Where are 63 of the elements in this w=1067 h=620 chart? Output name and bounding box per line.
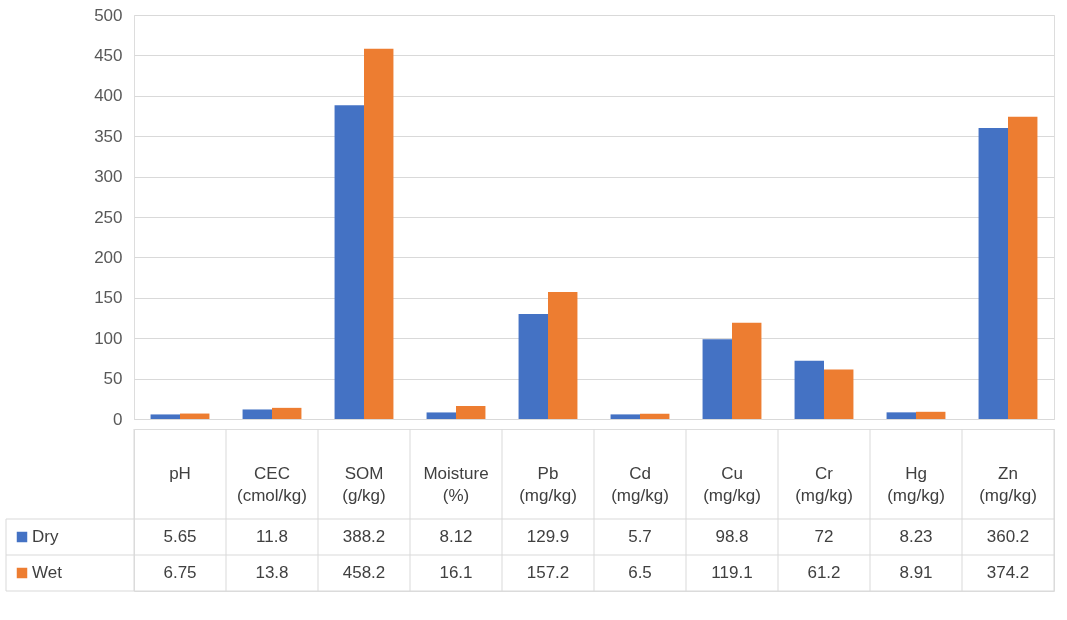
y-tick-label: 250 [94, 207, 123, 227]
y-tick-label: 450 [94, 45, 123, 65]
bar [732, 322, 762, 419]
bar [180, 413, 210, 419]
data-label: 8.12 [439, 527, 473, 546]
bar [1008, 116, 1038, 419]
data-label: 16.1 [439, 563, 473, 582]
bar [242, 409, 272, 419]
y-tick-label: 350 [94, 126, 123, 146]
y-tick-label: 500 [94, 5, 123, 25]
x-tick-label: Pb (mg/kg) [519, 464, 577, 505]
data-label: 360.2 [986, 527, 1030, 546]
data-label: 5.7 [628, 527, 652, 546]
bar [824, 369, 854, 419]
data-label: 6.5 [628, 563, 652, 582]
legend-label: Dry [32, 527, 59, 546]
bar [334, 105, 364, 419]
y-tick-label: 200 [94, 247, 123, 267]
bar [364, 48, 394, 419]
bar [886, 412, 916, 419]
data-label: 157.2 [526, 563, 570, 582]
bar [548, 291, 578, 419]
legend-label: Wet [32, 563, 63, 582]
data-label: 5.65 [163, 527, 197, 546]
data-label: 8.91 [899, 563, 933, 582]
data-label: 388.2 [342, 527, 386, 546]
bar [610, 414, 640, 419]
x-tick-label: pH [169, 464, 191, 483]
data-label: 8.23 [899, 527, 933, 546]
x-tick-label: Moisture (%) [423, 464, 489, 505]
data-label: 129.9 [526, 527, 570, 546]
data-label: 119.1 [711, 563, 753, 582]
bar [640, 413, 670, 419]
y-tick-label: 300 [94, 167, 123, 187]
x-tick-label: Zn (mg/kg) [979, 464, 1037, 505]
x-tick-label: Hg (mg/kg) [887, 464, 945, 505]
x-tick-label: Cr (mg/kg) [795, 464, 853, 505]
bar [916, 411, 946, 419]
x-tick-label: SOM (g/kg) [342, 464, 386, 505]
data-label: 6.75 [163, 563, 197, 582]
data-label: 72 [814, 527, 834, 546]
bar [150, 414, 180, 419]
data-label: 458.2 [342, 563, 386, 582]
y-tick-label: 0 [113, 409, 123, 429]
bar [518, 314, 548, 419]
y-tick-label: 100 [94, 328, 123, 348]
x-tick-label: Cd (mg/kg) [611, 464, 669, 505]
data-label: 374.2 [986, 563, 1030, 582]
y-tick-label: 400 [94, 86, 123, 106]
bar [794, 360, 824, 419]
data-label: 98.8 [715, 527, 749, 546]
bar [272, 407, 302, 419]
x-tick-label: CEC (cmol/kg) [237, 464, 307, 505]
x-tick-label: Cu (mg/kg) [703, 464, 761, 505]
y-tick-label: 50 [103, 369, 123, 389]
data-label: 61.2 [807, 563, 841, 582]
bar [426, 412, 456, 419]
bar [702, 339, 732, 419]
data-label: 11.8 [256, 527, 288, 546]
bar [978, 127, 1008, 419]
data-label: 13.8 [255, 563, 289, 582]
y-tick-label: 150 [94, 288, 123, 308]
bar [456, 405, 486, 419]
